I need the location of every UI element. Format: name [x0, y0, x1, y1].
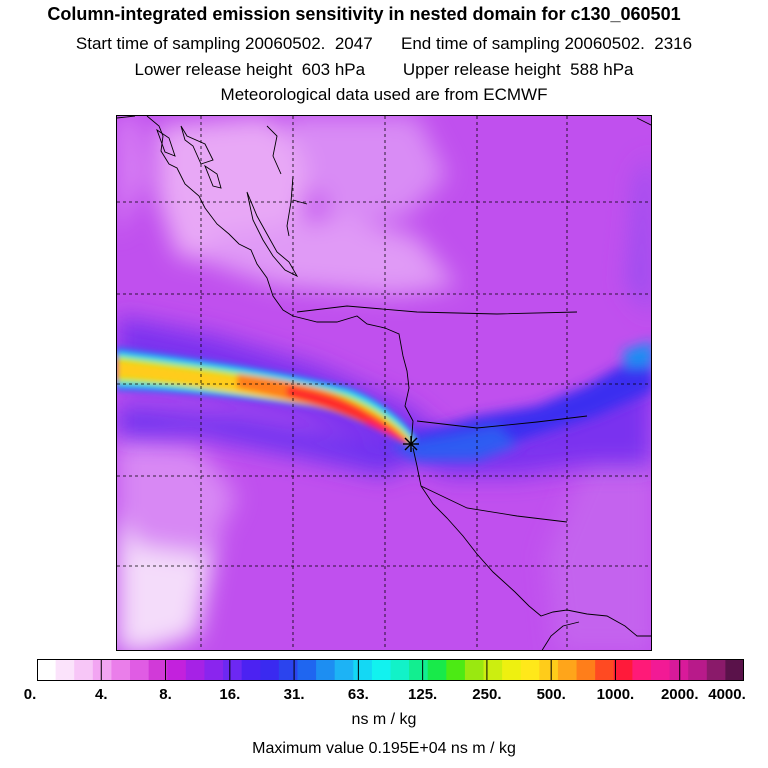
sampling-times: Start time of sampling 20060502. 2047 En…: [0, 34, 768, 54]
color-scale-segment: [148, 659, 168, 681]
color-scale-segment: [260, 659, 280, 681]
color-scale-tick-label: 63.: [347, 686, 369, 703]
color-scale-segment: [688, 659, 708, 681]
color-scale-segment: [223, 659, 243, 681]
plume-layers: [117, 346, 417, 448]
color-scale-tick-label: 31.: [283, 686, 305, 703]
color-scale-tick-label: 8.: [159, 686, 172, 703]
color-scale-segment: [55, 659, 75, 681]
start-time-label: Start time of sampling 20060502. 2047: [75, 34, 373, 53]
color-scale-segment: [334, 659, 354, 681]
higher-sensitivity-regions: [387, 341, 651, 461]
end-time-label: End time of sampling 20060502. 2316: [401, 34, 693, 53]
color-scale-segment: [632, 659, 652, 681]
color-scale-segment: [185, 659, 206, 681]
color-scale-segment: [74, 659, 94, 681]
color-scale-segment: [427, 659, 447, 681]
sensitivity-map[interactable]: [116, 115, 652, 651]
color-scale-segment: [130, 659, 150, 681]
map-canvas: [117, 116, 651, 650]
color-scale-segment: [241, 659, 261, 681]
color-scale-tick-label: 500.: [536, 686, 566, 703]
lower-release-label: Lower release height 603 hPa: [134, 60, 366, 79]
color-scale-segment: [204, 659, 224, 681]
color-scale-segment: [409, 659, 429, 681]
color-scale-segment: [92, 659, 113, 681]
star-marker: [403, 436, 419, 452]
color-scale-tick-label: 2000.: [660, 686, 699, 703]
color-scale-tick-label: 1000.: [596, 686, 635, 703]
color-scale-border: [37, 659, 744, 681]
color-scale-segment: [390, 659, 410, 681]
color-scale-segment: [557, 659, 578, 681]
color-scale-tick-label: 250.: [472, 686, 502, 703]
release-heights: Lower release height 603 hPa Upper relea…: [0, 60, 768, 80]
color-scale-tick-label: 4.: [95, 686, 108, 703]
color-scale-segment: [650, 659, 671, 681]
color-scale-segment: [446, 659, 466, 681]
color-scale-tick-label: 125.: [408, 686, 438, 703]
color-scale-segment: [613, 659, 633, 681]
color-scale-segment: [371, 659, 392, 681]
color-scale-segment: [520, 659, 540, 681]
color-scale-segment: [167, 659, 187, 681]
color-scale-segment: [502, 659, 522, 681]
color-scale-segment: [464, 659, 485, 681]
color-scale-segment: [595, 659, 615, 681]
low-sensitivity-regions: [117, 116, 651, 650]
coastlines: [117, 116, 651, 650]
color-scale-segment: [539, 659, 559, 681]
color-scale-tick-label: 4000.: [708, 686, 746, 703]
met-data-label: Meteorological data used are from ECMWF: [220, 85, 548, 104]
color-scale-segment: [278, 659, 299, 681]
color-scale-segment: [725, 659, 744, 681]
maximum-value-label: Maximum value 0.195E+04 ns m / kg: [252, 740, 516, 757]
color-scale-bar: [37, 659, 744, 681]
grid-lines: [117, 116, 651, 650]
color-scale-tick-label: 0.: [23, 686, 37, 703]
upper-release-label: Upper release height 588 hPa: [402, 60, 634, 79]
units-label: ns m / kg: [351, 711, 417, 728]
color-scale-segment: [297, 659, 317, 681]
color-scale-segment: [316, 659, 336, 681]
color-scale-segment: [576, 659, 596, 681]
color-scale-segment: [353, 659, 373, 681]
color-scale-segment: [37, 659, 57, 681]
color-scale-segment: [706, 659, 726, 681]
plot-title: Column-integrated emission sensitivity i…: [47, 4, 681, 24]
color-scale-segment: [483, 659, 503, 681]
color-scale-segment: [669, 659, 689, 681]
color-scale-segment: [111, 659, 131, 681]
color-scale-tick-label: 16.: [219, 686, 241, 703]
